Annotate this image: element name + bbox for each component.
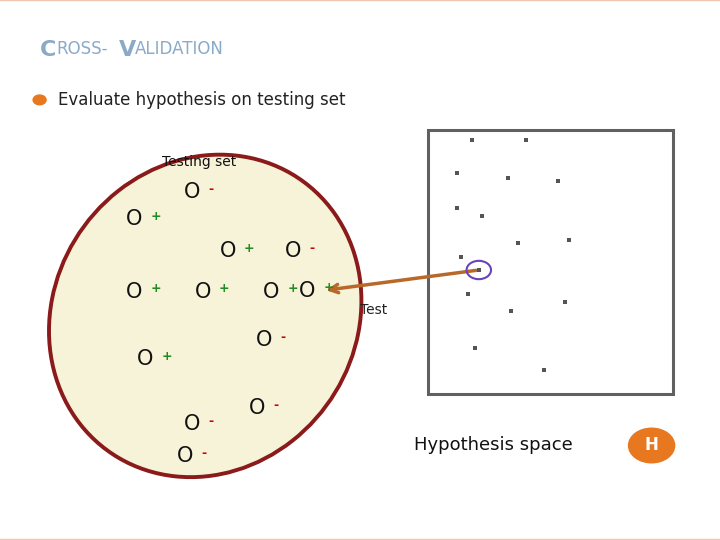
Text: O: O	[263, 281, 279, 302]
Text: O: O	[126, 281, 143, 302]
Text: +: +	[219, 282, 230, 295]
Text: +: +	[287, 282, 298, 295]
Text: -: -	[273, 399, 278, 411]
Text: Testing set: Testing set	[162, 155, 236, 169]
Text: +: +	[150, 282, 161, 295]
Text: O: O	[194, 281, 211, 302]
Circle shape	[629, 428, 675, 463]
Text: +: +	[150, 210, 161, 222]
Text: Hypothesis space: Hypothesis space	[414, 436, 578, 455]
Text: ALIDATION: ALIDATION	[135, 40, 224, 58]
Text: +: +	[161, 350, 172, 363]
Text: O: O	[126, 208, 143, 229]
Text: -: -	[208, 183, 213, 195]
Text: O: O	[184, 181, 200, 202]
Text: O: O	[176, 446, 193, 467]
Text: -: -	[309, 242, 314, 255]
Text: V: V	[119, 40, 136, 60]
Text: O: O	[184, 414, 200, 434]
Text: Evaluate hypothesis on testing set: Evaluate hypothesis on testing set	[58, 91, 345, 109]
Circle shape	[33, 95, 46, 105]
Text: O: O	[137, 349, 153, 369]
Ellipse shape	[49, 154, 361, 477]
Text: -: -	[201, 447, 206, 460]
Text: -: -	[208, 415, 213, 428]
Text: O: O	[220, 241, 236, 261]
Text: +: +	[323, 281, 334, 294]
Text: H: H	[644, 436, 659, 455]
Text: O: O	[299, 280, 315, 301]
Text: C: C	[40, 40, 56, 60]
Text: O: O	[248, 397, 265, 418]
Text: -: -	[280, 331, 285, 344]
Text: +: +	[244, 242, 255, 255]
Text: Test: Test	[360, 303, 387, 318]
Text: ROSS-: ROSS-	[56, 40, 108, 58]
Text: O: O	[256, 330, 272, 350]
Text: O: O	[284, 241, 301, 261]
FancyBboxPatch shape	[428, 130, 673, 394]
